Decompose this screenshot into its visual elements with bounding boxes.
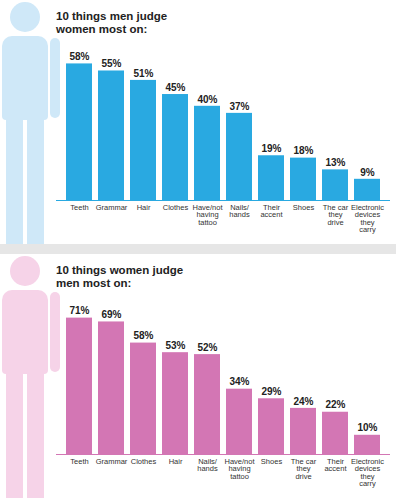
svg-text:Teeth: Teeth — [70, 203, 88, 212]
svg-text:Hair: Hair — [137, 203, 151, 212]
svg-text:Teeth: Teeth — [70, 457, 88, 466]
svg-text:24%: 24% — [293, 396, 313, 407]
svg-text:18%: 18% — [293, 145, 313, 156]
svg-text:Theiraccent: Theiraccent — [324, 457, 347, 474]
svg-text:53%: 53% — [165, 340, 185, 351]
svg-text:52%: 52% — [197, 342, 217, 353]
svg-text:Clothes: Clothes — [163, 203, 189, 212]
svg-text:Have/nothavingtattoo: Have/nothavingtattoo — [224, 457, 255, 481]
svg-text:Shoes: Shoes — [293, 203, 315, 212]
svg-text:Grammar: Grammar — [96, 203, 128, 212]
svg-text:Nails/hands: Nails/hands — [229, 203, 250, 220]
svg-text:19%: 19% — [261, 143, 281, 154]
svg-text:10%: 10% — [357, 422, 377, 433]
svg-text:Shoes: Shoes — [261, 457, 283, 466]
svg-text:51%: 51% — [133, 68, 153, 79]
svg-text:13%: 13% — [325, 157, 345, 168]
svg-text:22%: 22% — [325, 399, 345, 410]
svg-text:29%: 29% — [261, 386, 281, 397]
svg-text:58%: 58% — [133, 330, 153, 341]
svg-text:40%: 40% — [197, 94, 217, 105]
svg-text:45%: 45% — [165, 82, 185, 93]
svg-text:Clothes: Clothes — [131, 457, 157, 466]
svg-text:Hair: Hair — [169, 457, 183, 466]
svg-text:58%: 58% — [69, 51, 89, 62]
svg-text:Electronicdevicestheycarry: Electronicdevicestheycarry — [351, 457, 384, 489]
svg-text:Electronicdevicestheycarry: Electronicdevicestheycarry — [351, 203, 384, 235]
html-text:10 things women judge men most: 10 things women judge men most on: — [56, 264, 184, 289]
svg-text:Have/nothavingtattoo: Have/nothavingtattoo — [192, 203, 223, 227]
html-text:10 things men judge women most: 10 things men judge women most on: — [56, 10, 168, 35]
svg-text:The cartheydrive: The cartheydrive — [323, 203, 349, 227]
svg-text:55%: 55% — [101, 58, 121, 69]
svg-text:Grammar: Grammar — [96, 457, 128, 466]
svg-text:Nails/hands: Nails/hands — [197, 457, 218, 474]
svg-text:9%: 9% — [360, 167, 375, 178]
svg-text:Theiraccent: Theiraccent — [260, 203, 283, 220]
svg-text:The cartheydrive: The cartheydrive — [291, 457, 317, 481]
svg-text:69%: 69% — [101, 309, 121, 320]
svg-text:37%: 37% — [229, 101, 249, 112]
svg-text:71%: 71% — [69, 305, 89, 316]
svg-text:34%: 34% — [229, 376, 249, 387]
